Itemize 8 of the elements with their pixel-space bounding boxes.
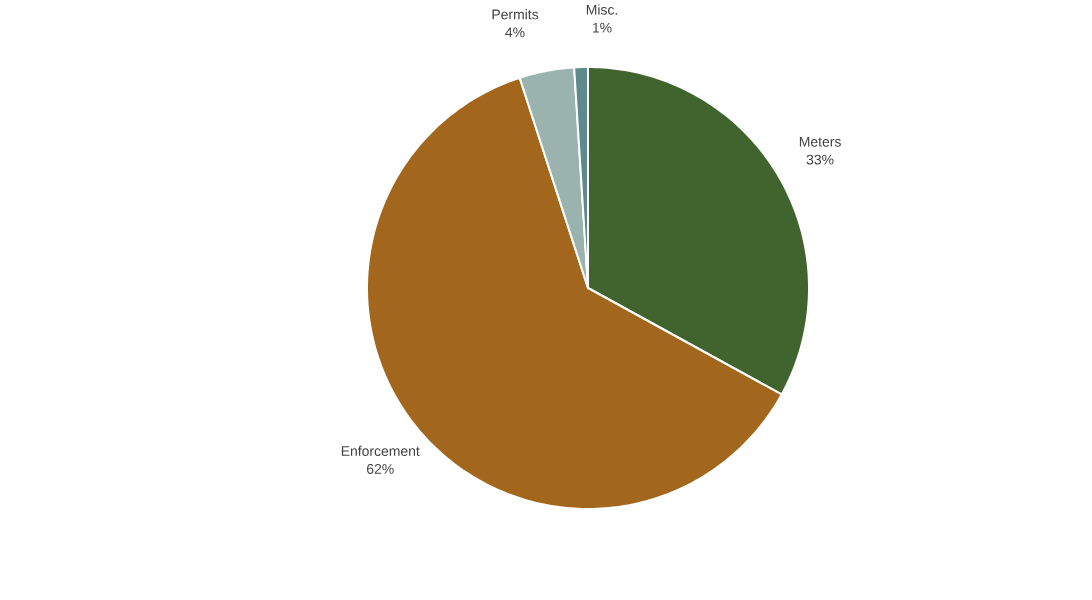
slice-label: Permits — [492, 9, 539, 20]
data-label: 4% — [505, 27, 525, 38]
slice-label: Enforcement — [341, 445, 420, 457]
data-label: 1% — [592, 22, 612, 33]
data-label: 33% — [806, 154, 834, 165]
slice-label: Meters — [799, 136, 841, 147]
data-label: 62% — [367, 464, 394, 474]
slice-label: Misc. — [586, 4, 618, 15]
